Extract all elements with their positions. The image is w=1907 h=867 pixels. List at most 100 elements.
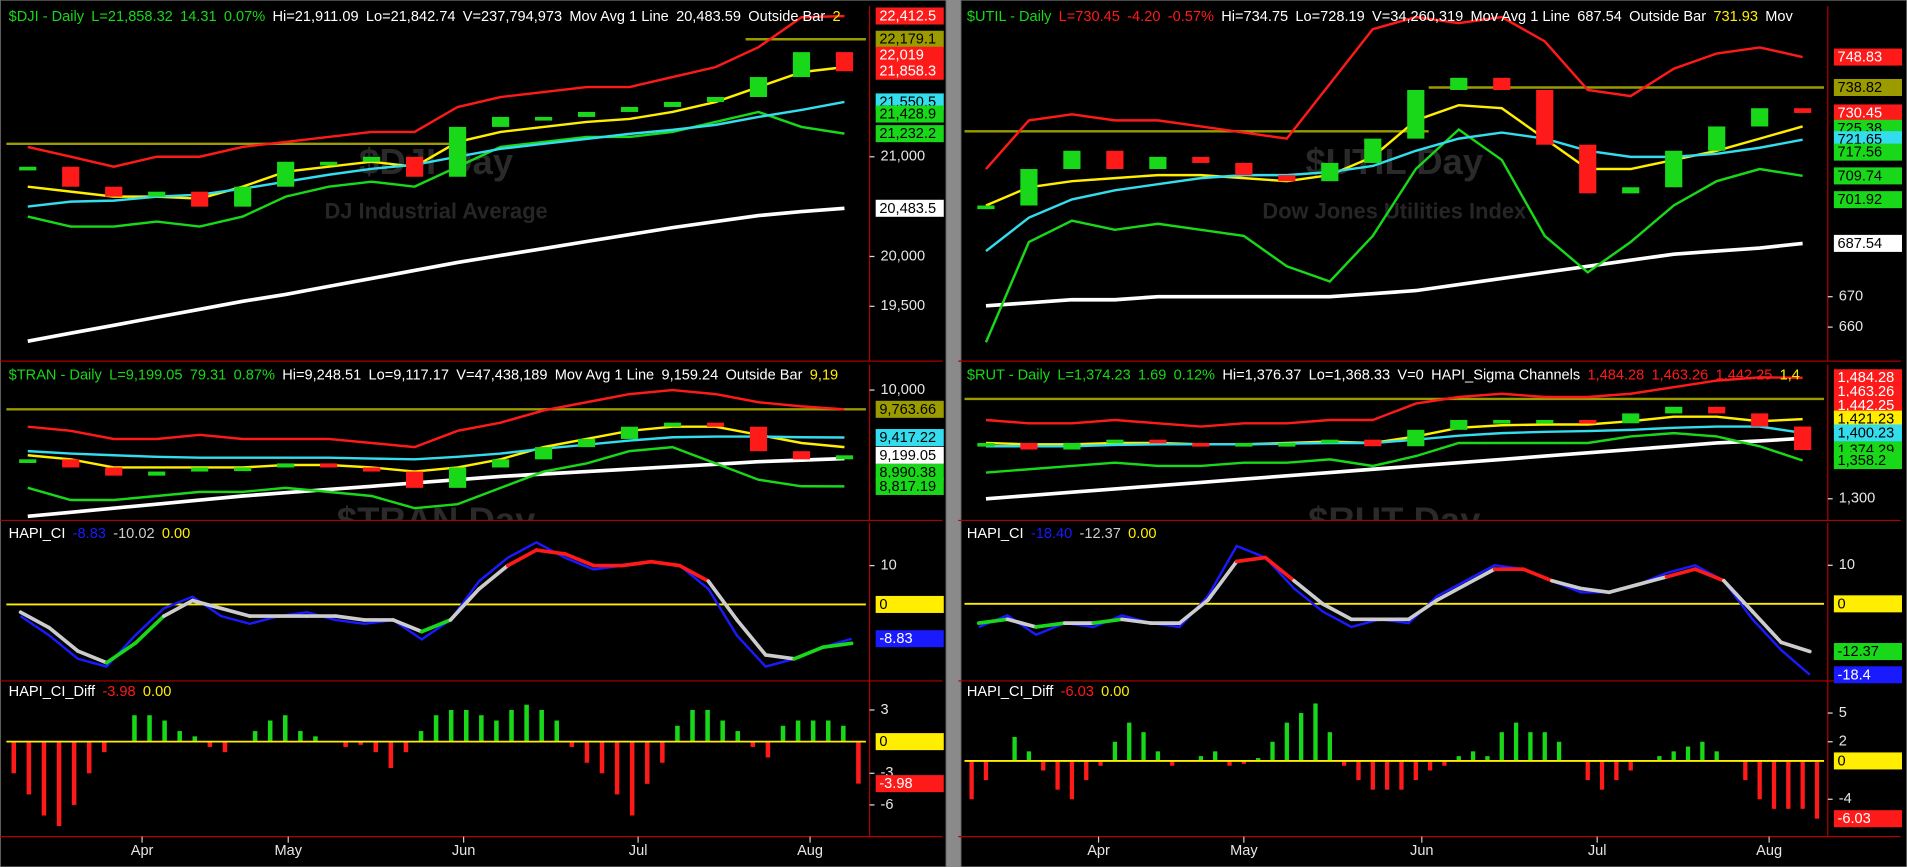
candle [1794, 426, 1812, 451]
column-divider [946, 0, 961, 867]
candle [1364, 138, 1382, 163]
header-part: Lo=21,842.74 [366, 9, 456, 25]
price-badge [875, 630, 944, 648]
price-badge-label: -6.03 [1838, 811, 1871, 827]
hist-bar [1786, 760, 1791, 809]
candle [1536, 89, 1554, 145]
hist-bar [479, 715, 484, 742]
price-badge [1833, 424, 1902, 442]
candle [835, 52, 854, 72]
hist-bar [56, 741, 62, 827]
candle [1708, 126, 1726, 151]
ci-line [978, 544, 1811, 676]
price-badge-label: 21,232.2 [879, 126, 936, 142]
header-part: 9,19 [810, 368, 838, 384]
price-badge [1833, 396, 1902, 414]
hist-bar [86, 741, 92, 774]
x-tick-label: May [274, 843, 302, 859]
hist-bar [599, 741, 605, 774]
series-line [27, 435, 845, 461]
candle [1063, 442, 1081, 450]
header-part: 687.54 [1577, 9, 1622, 25]
hist-bar [1241, 760, 1246, 764]
hist-bar [856, 741, 861, 784]
price-badge [875, 733, 944, 751]
header-part: 0.00 [143, 684, 171, 700]
candle [1235, 442, 1253, 447]
header-part: $TRAN - Daily [9, 368, 103, 384]
series-line [27, 110, 845, 228]
candle [663, 101, 682, 107]
hist-bar [1743, 760, 1748, 781]
candle [62, 459, 80, 468]
hist-bar [1041, 760, 1046, 771]
candle [620, 426, 639, 439]
hist-bar [983, 760, 989, 781]
x-tick-label: Aug [1756, 843, 1782, 859]
candle [1751, 108, 1769, 127]
candle [491, 459, 510, 468]
ci-smooth-segment [219, 606, 252, 618]
header-part: 731.93 [1713, 9, 1758, 25]
ci-smooth-segment [448, 587, 481, 622]
hist-bar [418, 731, 424, 742]
header-part: 1.69 [1138, 368, 1166, 384]
price-badge-label: 8,990.38 [879, 465, 936, 481]
hist-bar [1800, 760, 1805, 809]
y-tick-label: 3 [881, 702, 889, 718]
price-badge [1833, 143, 1902, 161]
ci-smooth-segment [1779, 640, 1812, 654]
y-tick-label: 19,500 [881, 298, 926, 314]
ci-smooth-segment [1034, 621, 1067, 629]
hist-bar [1198, 756, 1204, 761]
hist-bar [1714, 751, 1719, 761]
candle [1149, 156, 1167, 170]
candle [706, 422, 725, 427]
price-badge [875, 477, 944, 495]
hist-bar [1256, 758, 1261, 761]
hist-bar [1112, 741, 1118, 761]
price-badge-label: 0 [1838, 596, 1846, 612]
candle [835, 455, 854, 460]
header-part: HAPI_CI [967, 526, 1024, 542]
hist-bar [177, 731, 182, 742]
ci-smooth-segment [391, 618, 424, 634]
candle [1622, 187, 1640, 194]
price-badge [875, 446, 944, 464]
header-part: $RUT - Daily [967, 368, 1051, 384]
price-badge-label: 0 [879, 734, 887, 750]
hist-bar [388, 741, 394, 769]
panel-header: HAPI_CI -8.83 -10.02 0.00 [9, 526, 191, 542]
plot-area [964, 544, 1825, 676]
header-part: Mov Avg 1 Line [1471, 9, 1570, 25]
candle [749, 77, 768, 97]
left-frame [0, 0, 947, 867]
header-part: Mov Avg 1 Line [555, 368, 654, 384]
ci-smooth-segment [1320, 602, 1354, 622]
header-part: Lo=1,368.33 [1309, 368, 1390, 384]
hist-bar [41, 741, 47, 816]
series-line [27, 445, 845, 510]
candle [62, 166, 80, 187]
header-part: 0.12% [1174, 368, 1215, 384]
hist-bar [373, 741, 379, 753]
hist-bar [1413, 760, 1418, 781]
ci-smooth-segment [534, 548, 567, 556]
header-part: -6.03 [1061, 684, 1094, 700]
hist-bar [283, 715, 288, 742]
price-badge-label: 701.92 [1838, 192, 1883, 208]
header-part: $DJI - Daily [9, 9, 85, 25]
hist-bar [147, 715, 152, 742]
plot-area [964, 703, 1825, 819]
candle [1450, 419, 1468, 430]
candle [577, 438, 596, 448]
price-badge-label: 0 [879, 597, 887, 613]
candle [234, 467, 252, 472]
hist-bar [1456, 756, 1461, 761]
header-part: Lo=728.19 [1295, 9, 1364, 25]
candle [448, 467, 467, 488]
candle [406, 156, 424, 177]
panel-header: $DJI - Daily L=21,858.32 14.31 0.07% Hi=21,9… [9, 9, 841, 25]
hist-bar [132, 715, 137, 742]
